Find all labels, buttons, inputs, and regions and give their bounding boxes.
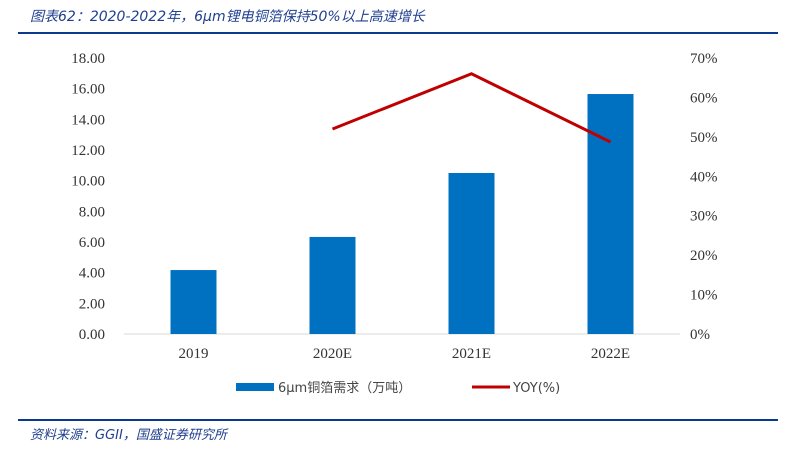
legend-bar-swatch (236, 383, 274, 391)
right-tick-label: 0% (690, 327, 710, 343)
right-tick-label: 60% (690, 90, 718, 106)
x-tick-label: 2021E (452, 346, 491, 362)
right-tick-label: 40% (690, 169, 718, 185)
x-tick-label: 2020E (313, 346, 352, 362)
right-tick-label: 10% (690, 288, 718, 304)
left-tick-label: 10.00 (71, 174, 105, 190)
source-note: 资料来源：GGII，国盛证券研究所 (30, 428, 227, 443)
left-tick-label: 14.00 (71, 112, 105, 128)
right-tick-label: 20% (690, 248, 718, 264)
left-tick-label: 4.00 (79, 266, 105, 282)
left-tick-label: 8.00 (79, 204, 105, 220)
bar-2022E (587, 94, 634, 335)
right-tick-label: 30% (690, 209, 718, 225)
left-tick-label: 6.00 (79, 235, 105, 251)
bottom-rule (18, 419, 778, 421)
figure-title: 图表62：2020-2022年，6μm锂电铜箔保持50%以上高速增长 (30, 9, 425, 25)
right-tick-label: 50% (690, 130, 718, 146)
right-tick-label: 70% (690, 51, 718, 67)
top-rule (18, 32, 778, 34)
left-tick-label: 2.00 (79, 296, 105, 312)
left-tick-label: 12.00 (71, 143, 105, 159)
bar-2021E (448, 173, 495, 334)
legend-bar-label: 6μm铜箔需求（万吨） (278, 380, 411, 396)
bar-2019 (170, 270, 217, 334)
x-tick-label: 2022E (591, 346, 630, 362)
left-tick-label: 16.00 (71, 82, 105, 98)
left-tick-label: 0.00 (79, 327, 105, 343)
left-tick-label: 18.00 (71, 51, 105, 67)
bar-2020E (309, 236, 356, 334)
yoy-line (331, 72, 612, 144)
x-tick-label: 2019 (179, 346, 209, 362)
legend-line-label: YOY(%) (512, 381, 560, 396)
